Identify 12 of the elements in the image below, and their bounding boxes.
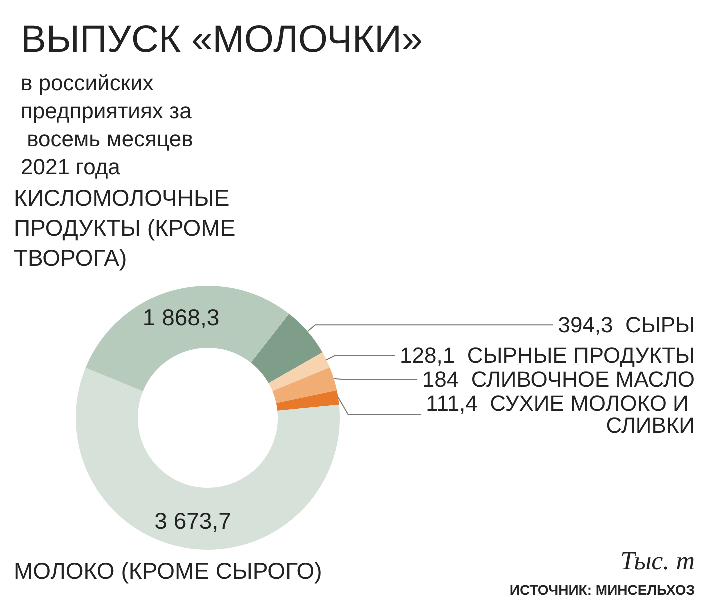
slice-label: 394,3 СЫРЫ bbox=[558, 312, 695, 338]
text: ИСТОЧНИК: МИНСЕЛЬХОЗ bbox=[510, 582, 696, 598]
slice-label: 184 СЛИВОЧНОЕ МАСЛО bbox=[422, 367, 695, 392]
chart-title: ВЫПУСК «МОЛОЧКИ» bbox=[21, 19, 424, 61]
slice-label: МОЛОКО (КРОМЕ СЫРОГО) bbox=[14, 558, 322, 584]
slice-label: КИСЛОМОЛОЧНЫЕ ПРОДУКТЫ (КРОМЕ ТВОРОГА) bbox=[14, 185, 242, 271]
chart-subtitle: в российских предприятиях за восемь месяцев 2021 года bbox=[21, 70, 200, 180]
slice-label: 111,4 СУХИЕ МОЛОКО И СЛИВКИ bbox=[426, 391, 695, 438]
data-label: 3 673,7 bbox=[154, 508, 232, 534]
data-label: 1 868,3 bbox=[142, 304, 220, 330]
slice-label: 128,1 СЫРНЫЕ ПРОДУКТЫ bbox=[400, 343, 695, 368]
text: Тыс. т bbox=[620, 546, 696, 576]
